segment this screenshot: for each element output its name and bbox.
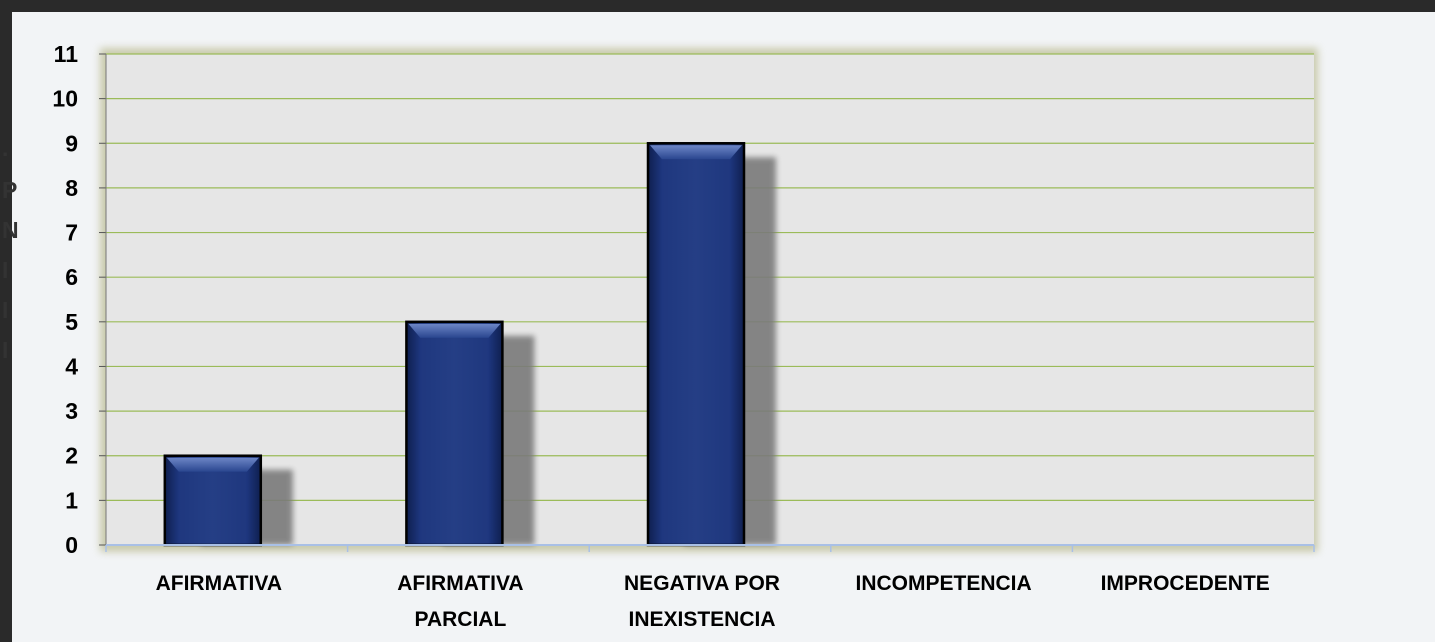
y-tick-label: 5 [65,309,78,335]
svg-text:I: I [2,297,8,323]
svg-text:P: P [2,177,17,203]
y-tick-label: 0 [65,532,78,558]
x-tick-label-line: NEGATIVA POR [624,572,780,595]
bar [163,454,263,547]
y-axis: 0 1 2 3 4 5 6 7 8 9 10 11 [52,41,107,558]
svg-text:I: I [2,337,8,363]
svg-text:N: N [2,217,19,243]
x-tick-label-line: AFIRMATIVA [397,572,523,595]
svg-text:I: I [2,257,8,283]
y-tick-label: 8 [65,175,78,201]
y-tick-label: 7 [65,220,78,246]
x-tick-label: IMPROCEDENTE [1101,572,1270,595]
x-axis: AFIRMATIVA AFIRMATIVA PARCIAL NEGATIVA POR I… [105,544,1315,631]
bar-bevel [166,457,259,472]
x-tick-label: NEGATIVA POR INEXISTENCIA [624,572,780,631]
x-tick-label-line: IMPROCEDENTE [1101,572,1270,595]
x-tick-label: AFIRMATIVA [156,572,282,595]
bar-face [420,337,489,543]
bar [646,142,746,547]
x-tick-label: INCOMPETENCIA [856,572,1032,595]
clipped-background-text: . P N I I I [2,135,19,363]
y-tick-label: 3 [65,398,78,424]
bars [163,142,746,547]
y-tick-label: 10 [52,86,78,112]
x-tick-label-line: INCOMPETENCIA [856,572,1032,595]
bar [405,320,504,547]
y-tick-label: 1 [65,487,78,513]
y-tick-label: 6 [65,264,78,290]
y-tick-label: 9 [65,130,78,156]
x-tick-label-line: INEXISTENCIA [628,608,775,631]
x-tick-label: AFIRMATIVA PARCIAL [397,572,523,631]
y-tick-label: 4 [65,353,78,379]
y-tick-label: 11 [54,41,79,67]
y-tick-label: 2 [65,443,78,469]
x-tick-label-line: PARCIAL [415,608,507,631]
bar-bevel [408,323,501,338]
bar-face [662,159,730,544]
bar-face [178,471,247,543]
svg-text:.: . [2,135,8,161]
x-tick-label-line: AFIRMATIVA [156,572,282,595]
bar-bevel [650,145,742,160]
